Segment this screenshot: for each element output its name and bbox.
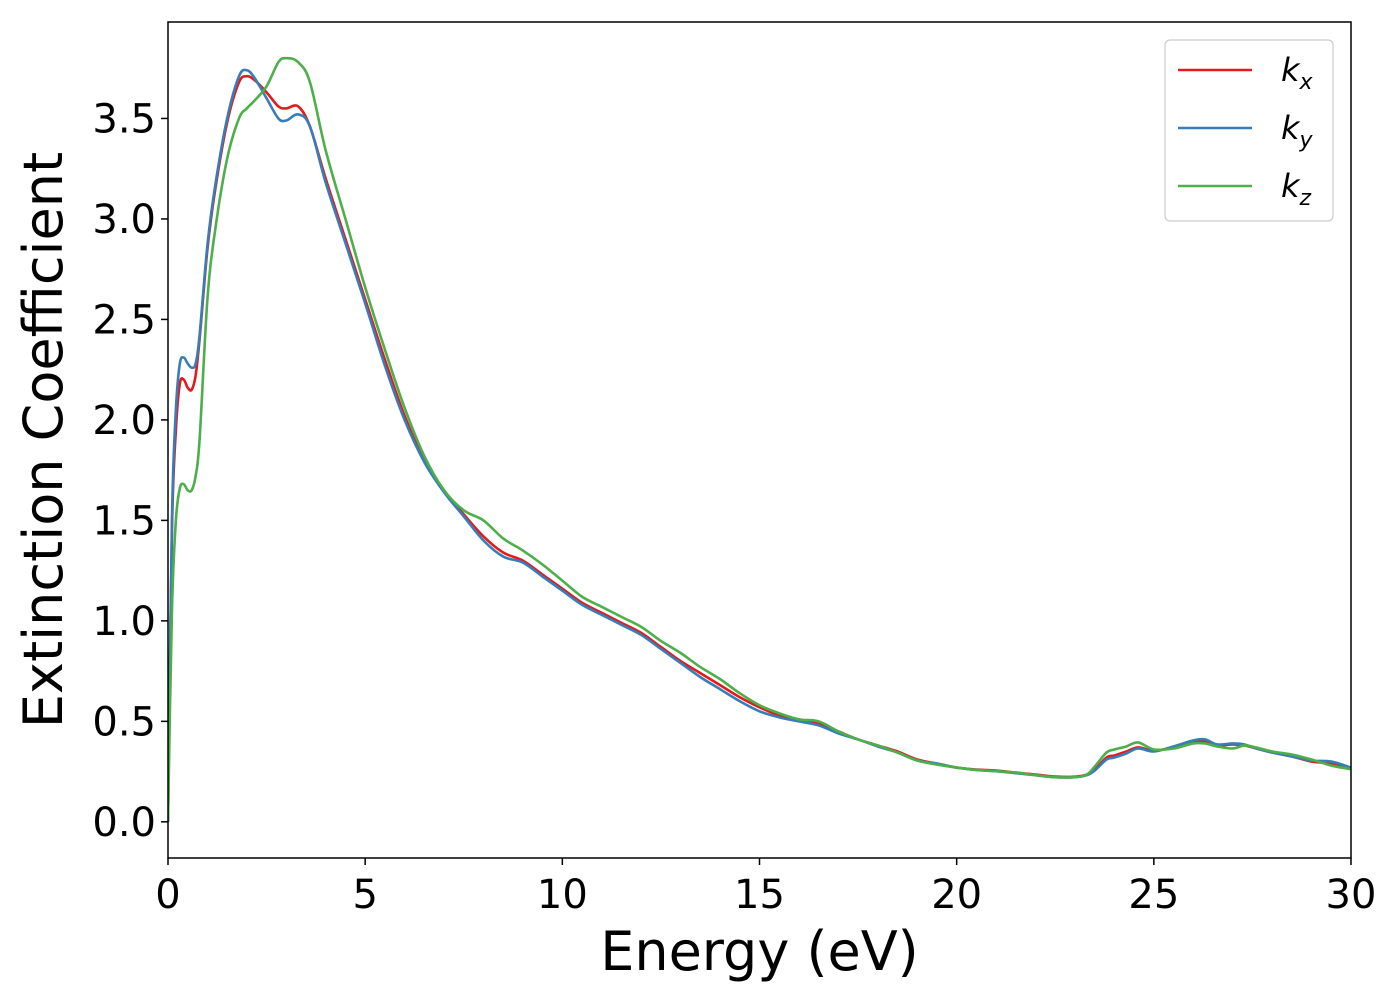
legend-label-kx: kx bbox=[1281, 51, 1314, 95]
y-tick-label: 1.5 bbox=[92, 498, 156, 544]
legend-label-kz: kz bbox=[1281, 167, 1312, 211]
y-tick-label: 0.5 bbox=[92, 699, 156, 745]
x-tick-label: 5 bbox=[352, 872, 377, 918]
x-tick-label: 0 bbox=[155, 872, 180, 918]
x-tick-label: 10 bbox=[537, 872, 588, 918]
y-tick-label: 0.0 bbox=[92, 800, 156, 846]
y-tick-label: 3.0 bbox=[92, 197, 156, 243]
legend: kx ky kz bbox=[1164, 39, 1334, 222]
series-line-ky bbox=[168, 68, 1351, 822]
y-tick-label: 3.5 bbox=[92, 96, 156, 142]
x-tick-label: 15 bbox=[734, 872, 785, 918]
legend-box bbox=[1164, 39, 1334, 222]
y-axis-label: Extinction Coefficient bbox=[12, 152, 75, 728]
x-tick-label: 20 bbox=[931, 872, 982, 918]
y-tick-label: 2.0 bbox=[92, 398, 156, 444]
x-axis-label: Energy (eV) bbox=[600, 920, 919, 983]
series-line-kz bbox=[168, 56, 1351, 822]
x-tick-label: 25 bbox=[1128, 872, 1179, 918]
y-axis: 0.0 0.5 1.0 1.5 2.0 2.5 3.0 3.5 bbox=[92, 96, 168, 846]
legend-label-ky: ky bbox=[1281, 109, 1314, 153]
series-layer bbox=[168, 56, 1351, 822]
y-tick-label: 2.5 bbox=[92, 297, 156, 343]
x-tick-label: 30 bbox=[1326, 872, 1377, 918]
x-axis: 0 5 10 15 20 25 30 bbox=[155, 858, 1376, 918]
y-tick-label: 1.0 bbox=[92, 599, 156, 645]
